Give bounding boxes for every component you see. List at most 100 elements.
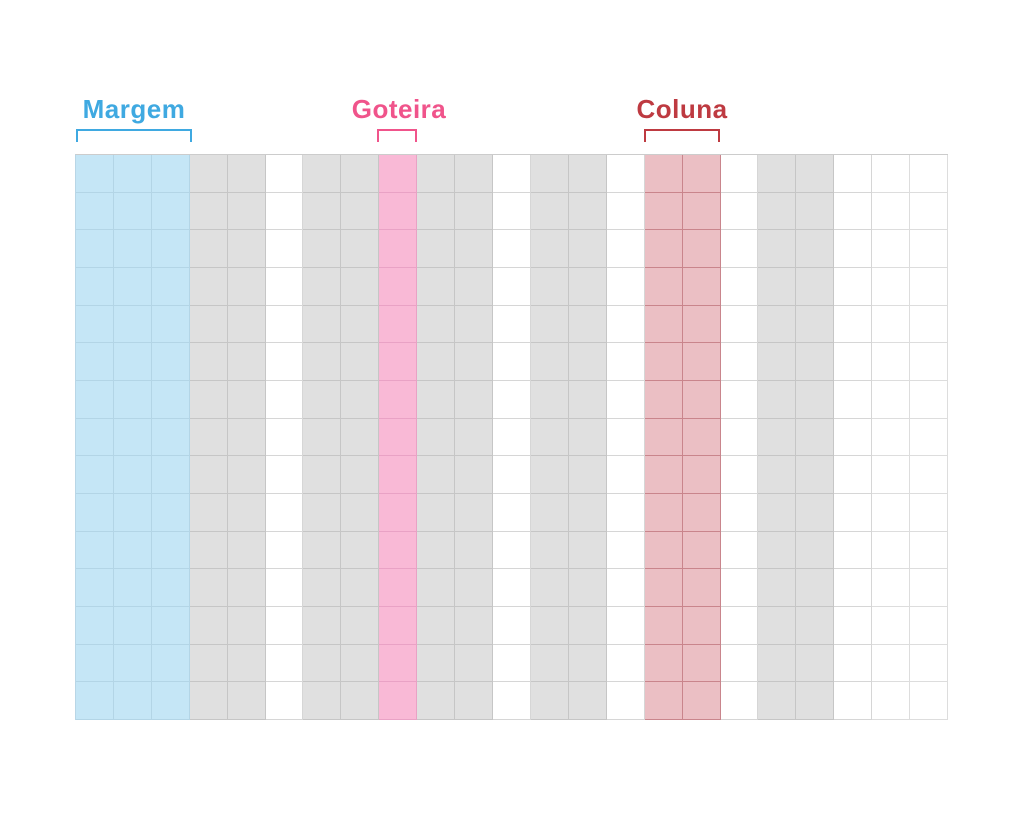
- grid-cell-gutter: [720, 607, 759, 645]
- grid-cell-gutter_highlight: [379, 268, 418, 306]
- grid-cell-gutter_highlight: [379, 494, 418, 532]
- grid-cell-column: [455, 418, 494, 457]
- grid-cell-column: [227, 682, 266, 720]
- grid-cell-gutter: [720, 230, 759, 268]
- grid-cell-column: [303, 494, 342, 532]
- grid-cell-margin: [76, 230, 114, 268]
- grid-cell-column: [758, 192, 797, 231]
- grid-cell-column: [303, 607, 342, 645]
- grid-cell-column_highlight: [644, 682, 683, 720]
- grid-cell-empty: [910, 192, 948, 231]
- grid-cell-gutter_highlight: [379, 381, 418, 419]
- grid-cell-gutter: [834, 381, 873, 419]
- grid-cell-column: [341, 155, 380, 193]
- grid-cell-gutter: [493, 456, 531, 494]
- grid-cell-gutter: [720, 531, 759, 570]
- grid-cell-column: [796, 644, 835, 683]
- grid-cell-gutter: [834, 192, 873, 231]
- grid-cell-column_highlight: [644, 644, 683, 683]
- grid-cell-column_highlight: [682, 305, 721, 344]
- grid-cell-column_highlight: [644, 418, 683, 457]
- grid-cell-margin: [151, 456, 190, 494]
- grid-cell-column: [455, 343, 494, 381]
- grid-cell-margin: [151, 343, 190, 381]
- grid-cell-column: [227, 418, 266, 457]
- grid-cell-column: [303, 268, 342, 306]
- grid-cell-column: [455, 494, 494, 532]
- goteira-bracket-icon: [377, 129, 417, 142]
- grid-cell-column_highlight: [644, 381, 683, 419]
- grid-cell-empty: [872, 305, 911, 344]
- grid-cell-margin: [76, 682, 114, 720]
- grid-cell-gutter: [493, 644, 531, 683]
- grid-cell-gutter: [606, 644, 645, 683]
- grid-cell-column: [530, 305, 569, 344]
- grid-cell-gutter_highlight: [379, 155, 418, 193]
- grid-cell-margin: [76, 456, 114, 494]
- grid-cell-empty: [872, 682, 911, 720]
- grid-cell-column: [758, 381, 797, 419]
- grid-cell-margin: [151, 644, 190, 683]
- grid-cell-column: [455, 531, 494, 570]
- grid-cell-column: [227, 305, 266, 344]
- grid-cell-empty: [910, 569, 948, 607]
- grid-cell-column: [796, 531, 835, 570]
- grid-cell-column: [341, 381, 380, 419]
- grid-cell-gutter: [493, 305, 531, 344]
- grid-cell-column: [455, 305, 494, 344]
- grid-cell-margin: [151, 418, 190, 457]
- grid-cell-column: [227, 230, 266, 268]
- grid-cell-gutter: [606, 682, 645, 720]
- grid-cell-column: [417, 607, 456, 645]
- grid-cell-column: [227, 381, 266, 419]
- grid-cell-gutter: [265, 456, 304, 494]
- grid-cell-column: [417, 494, 456, 532]
- grid-cell-gutter: [265, 682, 304, 720]
- grid-cell-empty: [910, 644, 948, 683]
- grid-cell-gutter: [606, 305, 645, 344]
- grid-cell-empty: [872, 230, 911, 268]
- grid-cell-column: [796, 418, 835, 457]
- grid-cell-column: [417, 644, 456, 683]
- grid-cell-empty: [910, 531, 948, 570]
- grid-cell-column: [455, 381, 494, 419]
- grid-cell-empty: [872, 343, 911, 381]
- grid-cell-margin: [113, 305, 152, 344]
- goteira-label: Goteira: [351, 94, 447, 124]
- grid-cell-column_highlight: [682, 531, 721, 570]
- grid-cell-column: [227, 494, 266, 532]
- grid-cell-column: [530, 456, 569, 494]
- grid-cell-column: [530, 343, 569, 381]
- grid-cell-column: [303, 418, 342, 457]
- grid-cell-gutter: [606, 155, 645, 193]
- grid-cell-gutter_highlight: [379, 682, 418, 720]
- grid-cell-gutter: [265, 418, 304, 457]
- grid-cell-gutter: [493, 192, 531, 231]
- grid-cell-column: [568, 305, 607, 344]
- grid-cell-margin: [113, 456, 152, 494]
- layout-grid: [75, 154, 948, 720]
- grid-cell-gutter: [834, 531, 873, 570]
- grid-cell-gutter: [720, 192, 759, 231]
- grid-cell-empty: [910, 418, 948, 457]
- grid-cell-margin: [76, 607, 114, 645]
- grid-cell-column: [796, 569, 835, 607]
- grid-cell-column: [758, 569, 797, 607]
- margem-label: Margem: [82, 94, 186, 124]
- grid-cell-empty: [910, 155, 948, 193]
- grid-cell-margin: [151, 682, 190, 720]
- grid-cell-gutter: [265, 607, 304, 645]
- grid-cell-gutter: [493, 155, 531, 193]
- grid-cell-margin: [113, 531, 152, 570]
- grid-cell-gutter: [493, 569, 531, 607]
- grid-cell-column: [758, 456, 797, 494]
- grid-cell-gutter: [265, 494, 304, 532]
- grid-cell-margin: [113, 268, 152, 306]
- grid-cell-margin: [76, 155, 114, 193]
- grid-cell-gutter: [265, 155, 304, 193]
- grid-cell-column: [568, 569, 607, 607]
- grid-cell-column: [189, 192, 228, 231]
- grid-cell-column: [341, 607, 380, 645]
- grid-cell-empty: [872, 456, 911, 494]
- grid-cell-gutter: [720, 268, 759, 306]
